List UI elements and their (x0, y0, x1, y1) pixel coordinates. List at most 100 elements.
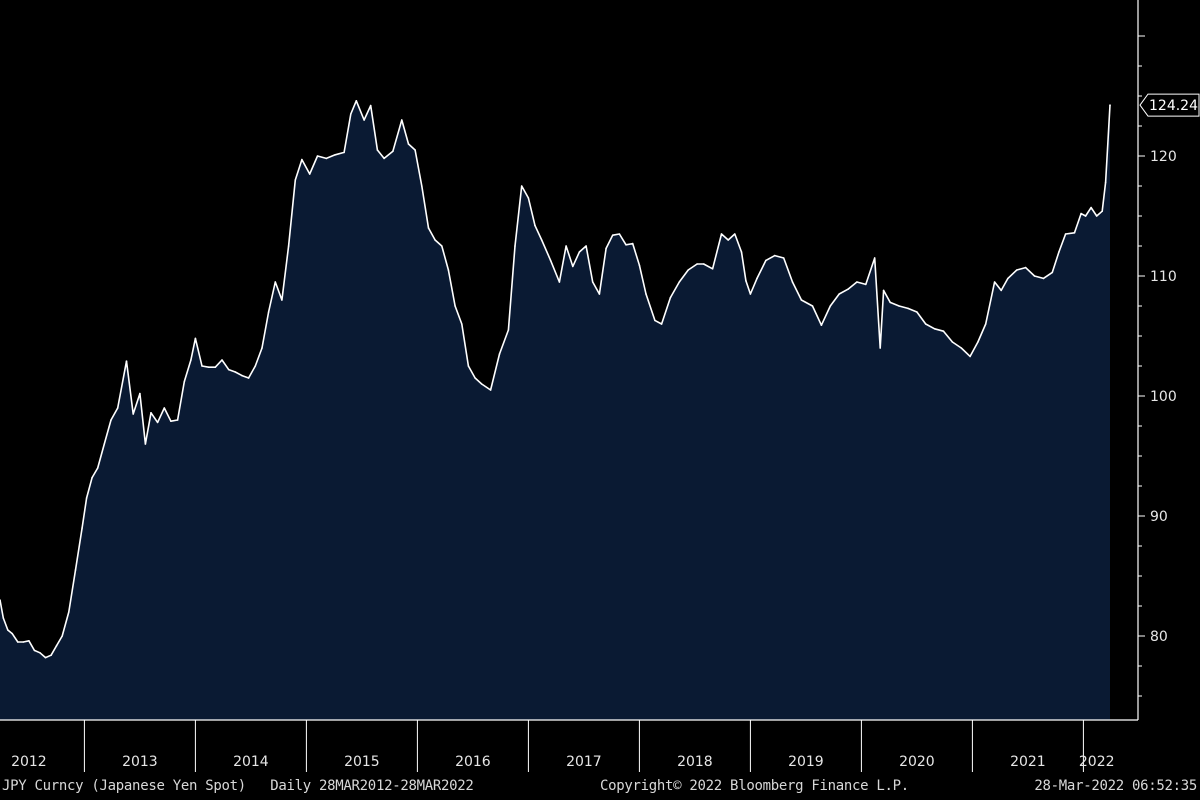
copyright-text: Copyright© 2022 Bloomberg Finance L.P. (600, 778, 909, 794)
data-point (287, 245, 290, 247)
x-tick-label: 2021 (1010, 754, 1046, 770)
data-point (261, 347, 263, 349)
data-point (61, 635, 63, 637)
data-point (527, 197, 530, 199)
x-tick-label: 2013 (122, 754, 158, 770)
data-point (1109, 104, 1111, 106)
data-point (274, 281, 277, 283)
y-tick-label: 120 (1150, 149, 1177, 165)
data-point (383, 157, 385, 160)
x-tick-label: 2016 (455, 754, 491, 770)
data-point (933, 328, 936, 330)
data-point (214, 366, 217, 369)
data-point (618, 233, 621, 235)
data-point (660, 323, 663, 325)
data-point (847, 288, 849, 291)
data-point (765, 259, 767, 262)
data-point (1104, 181, 1107, 184)
data-point (22, 641, 25, 643)
data-point (745, 280, 747, 282)
x-tick-label: 2014 (233, 754, 269, 770)
data-point (110, 419, 112, 421)
data-point (611, 234, 614, 236)
data-point (44, 656, 47, 659)
data-point (791, 281, 794, 283)
data-point (81, 527, 83, 529)
data-point (1101, 210, 1103, 212)
line-layer (0, 100, 1111, 659)
data-point (1107, 143, 1109, 145)
data-point (434, 239, 436, 241)
data-point (68, 611, 70, 613)
x-tick-label: 2022 (1079, 754, 1115, 770)
last-value-label: 124.24 (1149, 98, 1198, 114)
data-point (241, 374, 243, 377)
data-point (1051, 271, 1054, 274)
data-point (176, 419, 179, 421)
timestamp-text: 28-Mar-2022 06:52:35 (1034, 778, 1197, 794)
data-point (977, 341, 979, 343)
data-point (711, 268, 714, 270)
data-point (727, 239, 729, 241)
data-point (17, 641, 19, 643)
last-value-tag: 124.24 (1139, 93, 1200, 117)
data-point (984, 323, 987, 325)
data-point (811, 305, 814, 307)
data-point (960, 347, 963, 349)
data-point (829, 305, 832, 307)
data-point (507, 329, 510, 331)
data-point (1042, 277, 1045, 280)
data-point (749, 293, 752, 295)
data-point (33, 649, 36, 652)
data-point (85, 497, 88, 499)
last-value-box (1139, 93, 1200, 117)
data-point (540, 239, 543, 241)
data-point (355, 100, 358, 102)
data-point (605, 247, 607, 250)
x-axis: 2012 2013 2014 2015 2016 2017 2018 2019 2020 2021… (0, 719, 1138, 772)
data-point (498, 353, 501, 355)
x-tick-label: 2020 (899, 754, 935, 770)
data-point (591, 281, 594, 283)
data-point (74, 569, 77, 571)
data-point (454, 305, 456, 307)
data-point (856, 281, 858, 283)
y-tick-label: 100 (1150, 389, 1177, 405)
data-point (924, 323, 927, 325)
data-point (889, 301, 891, 304)
data-point (489, 389, 492, 391)
data-point (631, 242, 634, 245)
data-point (267, 311, 270, 313)
data-point (514, 245, 516, 247)
series-area (0, 100, 1110, 721)
data-point (392, 150, 394, 152)
data-point (207, 366, 210, 369)
data-point (1000, 289, 1002, 292)
date-range: Daily 28MAR2012-28MAR2022 (270, 778, 474, 794)
data-point (227, 368, 230, 371)
data-point (150, 412, 152, 414)
data-point (625, 244, 627, 246)
data-point (7, 629, 9, 631)
area-layer (0, 100, 1110, 721)
data-point (461, 323, 463, 325)
data-point (132, 413, 134, 415)
data-point (702, 263, 705, 265)
data-point (221, 359, 223, 361)
x-tick-label: 2018 (677, 754, 713, 770)
data-point (421, 185, 423, 187)
data-point (654, 319, 656, 322)
data-point (969, 355, 971, 358)
data-point (183, 380, 186, 383)
data-point (645, 293, 647, 295)
data-point (696, 263, 698, 265)
data-point (1095, 215, 1098, 217)
data-point (350, 113, 352, 115)
data-point (820, 324, 823, 327)
data-point (281, 299, 283, 301)
data-point (882, 289, 885, 292)
data-point (549, 259, 552, 262)
data-point (2, 617, 5, 619)
y-tick-label: 80 (1150, 629, 1168, 645)
data-point (687, 269, 689, 271)
